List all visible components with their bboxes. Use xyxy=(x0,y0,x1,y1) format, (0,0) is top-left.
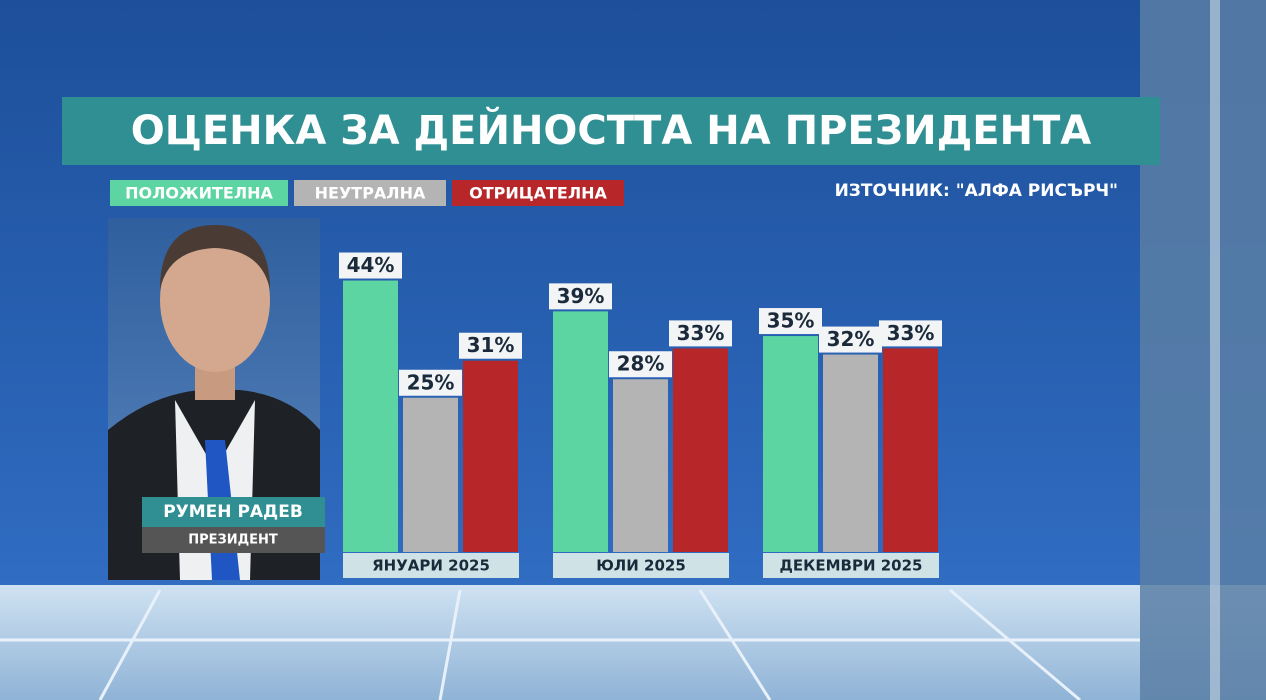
value-label: 32% xyxy=(827,327,875,351)
legend-swatch xyxy=(452,180,624,206)
legend-swatch xyxy=(110,180,288,206)
value-label: 33% xyxy=(677,321,725,345)
side-panel xyxy=(1140,0,1266,700)
legend-label: ПОЛОЖИТЕЛНА xyxy=(125,184,273,203)
value-label: 25% xyxy=(407,370,455,394)
category-box xyxy=(553,553,729,578)
bar xyxy=(763,336,818,552)
bar xyxy=(883,348,938,552)
value-label: 44% xyxy=(347,253,395,277)
bar xyxy=(823,354,878,552)
title-bar xyxy=(62,97,1160,165)
category-box xyxy=(343,553,519,578)
bar xyxy=(613,379,668,552)
value-label: 28% xyxy=(617,352,665,376)
legend-swatch xyxy=(294,180,446,206)
side-pillar xyxy=(1210,0,1220,700)
x-tick-label: ДЕКЕМВРИ 2025 xyxy=(780,557,923,575)
category-box xyxy=(763,553,939,578)
name-box xyxy=(142,497,325,527)
source: ИЗТОЧНИК: "АЛФА РИСЪРЧ" xyxy=(835,181,1118,201)
value-label-box xyxy=(549,283,612,310)
value-label-box xyxy=(459,332,522,359)
value-label: 35% xyxy=(767,309,815,333)
bar xyxy=(463,360,518,552)
value-label-box xyxy=(819,326,882,353)
legend-label: НЕУТРАЛНА xyxy=(315,184,426,203)
value-label-box xyxy=(759,308,822,335)
bar xyxy=(673,348,728,552)
bar xyxy=(343,280,398,552)
x-tick-label: ЮЛИ 2025 xyxy=(596,557,686,575)
value-label-box xyxy=(609,351,672,378)
value-label: 39% xyxy=(557,284,605,308)
floor xyxy=(0,585,1266,700)
person-name: РУМЕН РАДЕВ xyxy=(163,502,303,522)
value-label-box xyxy=(669,320,732,347)
value-label-box xyxy=(399,369,462,396)
role-box xyxy=(142,527,325,553)
value-label: 31% xyxy=(467,333,515,357)
value-label-box xyxy=(339,252,402,279)
legend-label: ОТРИЦАТЕЛНА xyxy=(469,184,607,203)
person-role: ПРЕЗИДЕНТ xyxy=(188,533,278,548)
floor-lines xyxy=(0,588,1140,700)
chart-title: ОЦЕНКА ЗА ДЕЙНОСТТА НА ПРЕЗИДЕНТА xyxy=(131,106,1092,154)
bar xyxy=(403,397,458,552)
x-tick-label: ЯНУАРИ 2025 xyxy=(372,557,490,575)
value-label: 33% xyxy=(887,321,935,345)
bar xyxy=(553,311,608,552)
value-label-box xyxy=(879,320,942,347)
